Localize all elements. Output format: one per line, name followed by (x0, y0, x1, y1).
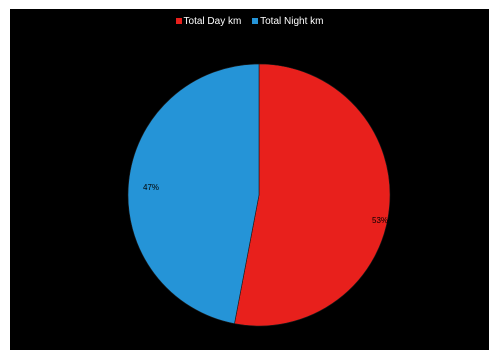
data-label-day: 53% (372, 216, 388, 225)
legend-item-day: Total Day km (175, 16, 242, 27)
legend-swatch-day (175, 18, 182, 24)
data-label-night: 47% (143, 183, 159, 192)
pie-slice-day (234, 63, 391, 327)
legend-item-night: Total Night km (252, 16, 323, 27)
legend-swatch-night (252, 18, 259, 24)
pie-slice-night (127, 63, 260, 325)
legend-label-night: Total Night km (260, 16, 324, 27)
legend-label-day: Total Day km (183, 16, 242, 27)
legend: Total Day km Total Night km (10, 16, 489, 27)
pie-chart: 53% 47% (127, 63, 391, 327)
chart-area: Total Day km Total Night km 53% 47% (10, 9, 489, 350)
